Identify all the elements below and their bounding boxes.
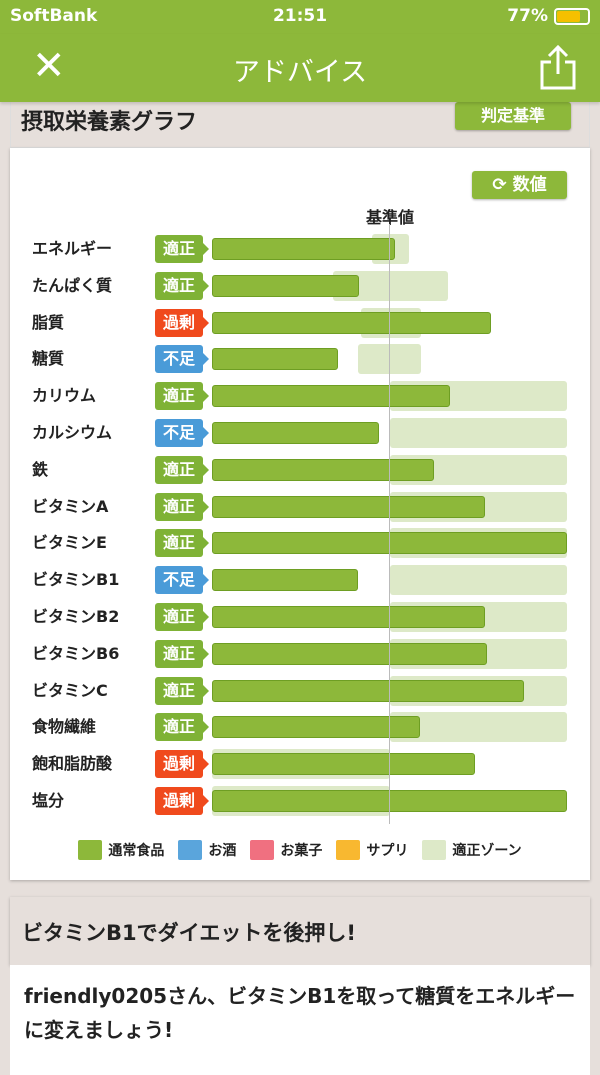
legend-item: お菓子	[250, 840, 322, 860]
battery-icon	[554, 7, 590, 25]
legend-label: お菓子	[280, 843, 323, 859]
carrier: SoftBank	[10, 6, 98, 26]
bar-12	[212, 679, 525, 702]
legend-item: お酒	[178, 840, 236, 860]
label-11: ビタミンB6	[32, 643, 120, 663]
graph-title: 摂取栄養素グラフ	[21, 110, 198, 135]
baseline-label: 基準値	[365, 208, 414, 227]
page-title: アドバイス	[232, 57, 368, 88]
status-bar: SoftBank 21:51 77%	[0, 0, 600, 34]
status-badge-11: 適正	[155, 639, 209, 668]
refresh-icon: ⟳	[492, 175, 513, 195]
legend-item: 通常食品	[78, 840, 164, 860]
label-3: 糖質	[32, 349, 65, 369]
status-badge-2: 過剰	[155, 308, 209, 337]
bar-14	[212, 753, 475, 776]
legend-label: 通常食品	[108, 843, 165, 859]
label-8: ビタミンE	[32, 533, 107, 553]
bar-1	[212, 274, 360, 297]
legend: 通常食品 お酒 お菓子 サプリ 適正ゾーン	[10, 840, 590, 860]
legend-swatch	[422, 840, 447, 860]
status-badge-14: 過剰	[155, 750, 209, 779]
status-badge-5: 不足	[155, 419, 209, 447]
values-toggle-button[interactable]: ⟳ 数値	[472, 171, 567, 199]
bar-2	[212, 311, 491, 334]
legend-swatch	[178, 840, 203, 860]
graph-header: 摂取栄養素グラフ 判定基準	[10, 102, 590, 148]
status-badge-0: 適正	[155, 235, 209, 263]
label-13: 食物繊維	[32, 717, 97, 737]
label-6: 鉄	[32, 459, 49, 479]
bar-10	[212, 606, 486, 628]
legend-swatch	[250, 840, 275, 860]
status-badge-10: 適正	[155, 603, 209, 631]
legend-label: お酒	[208, 843, 237, 859]
status-badge-12: 適正	[155, 676, 209, 705]
zone-5	[389, 418, 567, 448]
advice-title: ビタミンB1でダイエットを後押し!	[22, 921, 356, 945]
close-icon[interactable]: ✕	[32, 43, 66, 89]
label-0: エネルギー	[32, 239, 113, 258]
legend-swatch	[78, 840, 103, 860]
label-1: たんぱく質	[32, 275, 113, 295]
bar-5	[212, 422, 379, 444]
bar-0	[212, 238, 395, 260]
bar-9	[212, 569, 358, 592]
bar-3	[212, 348, 339, 371]
legend-label: サプリ	[366, 843, 409, 859]
status-badge-8: 適正	[155, 529, 209, 558]
status-badge-7: 適正	[155, 492, 209, 521]
values-label: 数値	[512, 175, 547, 195]
label-5: カルシウム	[32, 423, 113, 442]
battery-percent: 77%	[507, 6, 548, 26]
zone-9	[389, 565, 567, 596]
judge-criteria-button[interactable]: 判定基準	[455, 102, 571, 130]
advice-header: ビタミンB1でダイエットを後押し!	[10, 897, 590, 965]
label-14: 飽和脂肪酸	[32, 754, 113, 774]
label-15: 塩分	[32, 791, 65, 810]
clock: 21:51	[272, 6, 328, 26]
nutrient-graph-card: ⟳ 数値 基準値 エネルギー 適正 たんぱく質 適正 脂質 過剰 糖質 不足 カリウム 適正 カルシ…	[10, 148, 590, 880]
label-10: ビタミンB2	[32, 607, 120, 626]
status-badge-15: 過剰	[155, 787, 209, 815]
status-badge-6: 適正	[155, 455, 209, 484]
chart-rows: エネルギー 適正 たんぱく質 適正 脂質 過剰 糖質 不足 カリウム 適正 カルシウム 不足鉄適正 ビタ…	[10, 148, 590, 880]
status-badge-4: 適正	[155, 382, 209, 411]
bar-6	[212, 458, 434, 481]
label-2: 脂質	[32, 312, 65, 332]
status-badge-9: 不足	[155, 566, 209, 595]
status-badge-3: 不足	[155, 345, 209, 374]
legend-item: サプリ	[336, 840, 408, 860]
advice-body: friendly0205さん、ビタミンB1を取って糖質をエネルギーに変えましょう…	[10, 965, 590, 1075]
label-12: ビタミンC	[32, 680, 108, 700]
status-badge-1: 適正	[155, 271, 209, 300]
bar-7	[212, 495, 486, 518]
bar-11	[212, 642, 488, 665]
bar-13	[212, 716, 420, 739]
legend-swatch	[336, 840, 361, 860]
nav-bar: ✕ アドバイス	[0, 34, 600, 102]
legend-label: 適正ゾーン	[452, 843, 522, 859]
label-7: ビタミンA	[32, 496, 109, 516]
bar-4	[212, 385, 450, 408]
share-icon[interactable]	[538, 44, 578, 94]
label-9: ビタミンB1	[32, 570, 120, 590]
baseline-line	[389, 224, 390, 824]
status-badge-13: 適正	[155, 713, 209, 742]
legend-item: 適正ゾーン	[422, 840, 522, 860]
label-4: カリウム	[32, 386, 97, 406]
